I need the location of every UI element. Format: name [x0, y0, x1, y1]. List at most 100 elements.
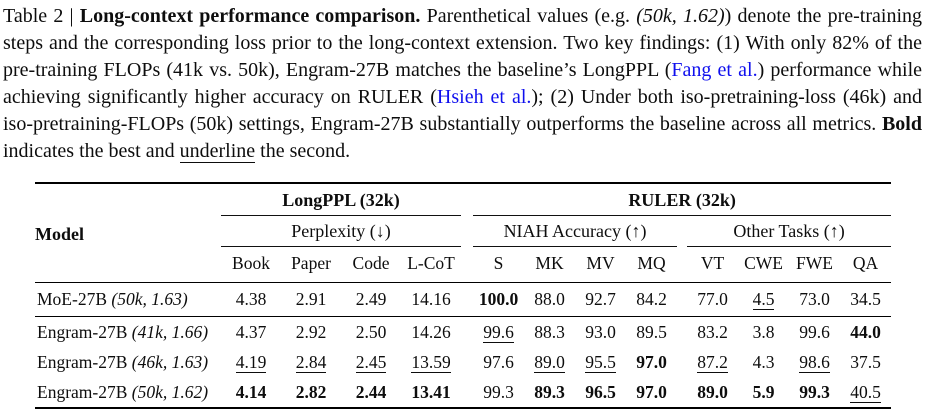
- column-header-paper: Paper: [281, 246, 341, 283]
- citation-link-fang[interactable]: Fang et al.: [671, 59, 758, 81]
- column-spacer: [461, 317, 473, 348]
- column-header-mv: MV: [575, 246, 627, 283]
- value-cell: 2.50: [355, 321, 387, 342]
- caption-body-3: ) performance while achieving significan…: [3, 59, 923, 108]
- group-header-longppl: LongPPL (32k): [221, 183, 462, 216]
- column-header-mq: MQ: [626, 246, 678, 283]
- column-spacer: [677, 216, 687, 247]
- subgroup-header-niah: NIAH Accuracy (↑): [473, 215, 678, 247]
- value-cell: 99.6: [483, 321, 514, 343]
- value-cell: 99.3: [799, 381, 830, 402]
- value-cell: 84.2: [626, 282, 678, 317]
- value-cell: 2.45: [355, 351, 387, 373]
- model-pretrain-note: (41k, 1.66): [127, 321, 209, 342]
- column-header-book: Book: [221, 246, 281, 283]
- value-cell: 99.3: [483, 381, 514, 402]
- model-pretrain-note: (50k, 1.62): [127, 381, 209, 402]
- value-cell: 4.19: [235, 351, 267, 373]
- value-cell: 4.5: [738, 282, 790, 317]
- column-spacer: [461, 347, 473, 377]
- value-cell: 40.5: [850, 381, 881, 403]
- subgroup-header-other-tasks: Other Tasks (↑): [687, 215, 892, 247]
- value-cell: 97.6: [483, 351, 514, 372]
- value-cell: 13.41: [411, 381, 451, 402]
- model-pretrain-note: (50k, 1.63): [107, 289, 188, 309]
- caption-body-5: indicates the best and: [3, 140, 180, 162]
- table-row: MoE-27B (50k, 1.63) 4.38 2.91 2.49 14.16 100.…: [35, 282, 892, 317]
- column-spacer: [461, 246, 474, 283]
- column-header-fwe: FWE: [789, 246, 841, 283]
- value-cell: 37.5: [850, 351, 881, 372]
- column-spacer: [677, 347, 687, 377]
- model-pretrain-note: (46k, 1.63): [127, 351, 209, 372]
- column-header-s: S: [473, 246, 525, 283]
- value-cell: 96.5: [585, 381, 616, 402]
- value-cell: 98.6: [799, 351, 830, 373]
- value-cell: 2.84: [295, 351, 327, 373]
- table-row: Engram-27B (46k, 1.63) 4.19 2.84 2.45 13.59 9…: [35, 347, 891, 377]
- value-cell: 4.14: [235, 381, 267, 402]
- value-cell: 89.0: [534, 351, 565, 373]
- value-cell: 4.38: [221, 282, 281, 317]
- value-cell: 13.59: [411, 351, 451, 373]
- column-header-cwe: CWE: [738, 246, 790, 283]
- caption-body-2: ) denote the pre-training steps and the …: [3, 5, 923, 81]
- value-cell: 2.49: [341, 282, 401, 317]
- column-spacer: [461, 377, 473, 408]
- subgroup-header-perplexity: Perplexity (↓): [221, 215, 462, 247]
- caption-bold-word: Bold: [881, 113, 922, 135]
- model-name: Engram-27B: [37, 351, 128, 372]
- model-name: Engram-27B: [37, 321, 128, 342]
- table-body: MoE-27B (50k, 1.63) 4.38 2.91 2.49 14.16 100.…: [35, 282, 892, 409]
- value-cell: 4.3: [752, 351, 775, 372]
- value-cell: 73.0: [789, 282, 841, 317]
- value-cell: 88.3: [534, 321, 565, 342]
- value-cell: 89.0: [697, 381, 728, 402]
- column-header-qa: QA: [840, 246, 892, 283]
- model-column-header: Model: [35, 183, 221, 283]
- value-cell: 89.5: [636, 321, 667, 342]
- column-header-vt: VT: [687, 246, 739, 283]
- table-caption: Table 2 | Long-context performance compa…: [0, 0, 925, 165]
- value-cell: 83.2: [697, 321, 728, 342]
- caption-prefix: Table 2 |: [3, 5, 80, 27]
- column-header-mk: MK: [524, 246, 576, 283]
- value-cell: 99.6: [799, 321, 830, 342]
- value-cell: 89.3: [534, 381, 565, 402]
- value-cell: 77.0: [687, 282, 739, 317]
- value-cell: 97.0: [636, 381, 667, 402]
- value-cell: 87.2: [697, 351, 728, 373]
- value-cell: 44.0: [850, 321, 881, 342]
- table-row: Engram-27B (50k, 1.62) 4.14 2.82 2.44 13.41 9…: [35, 377, 891, 408]
- value-cell: 4.37: [235, 321, 267, 342]
- caption-body-6: the second.: [255, 140, 351, 162]
- value-cell: 34.5: [840, 282, 892, 317]
- column-header-lcot: L-CoT: [401, 246, 462, 283]
- caption-example: (50k, 1.62): [636, 5, 725, 27]
- value-cell: 92.7: [575, 282, 627, 317]
- value-cell: 2.44: [355, 381, 387, 402]
- value-cell: 2.82: [295, 381, 327, 402]
- column-spacer: [677, 377, 687, 408]
- value-cell: 2.91: [281, 282, 341, 317]
- model-name: MoE-27B: [37, 289, 107, 309]
- caption-body-1: Parenthetical values (e.g.: [420, 5, 637, 27]
- value-cell: 3.8: [752, 321, 775, 342]
- column-spacer: [461, 183, 473, 216]
- column-spacer: [461, 282, 474, 317]
- value-cell: 93.0: [585, 321, 616, 342]
- value-cell: 5.9: [752, 381, 775, 402]
- column-spacer: [677, 282, 688, 317]
- column-spacer: [677, 246, 688, 283]
- value-cell: 97.0: [636, 351, 667, 372]
- citation-link-hsieh[interactable]: Hsieh et al.: [436, 86, 532, 108]
- model-cell: Engram-27B (50k, 1.62): [35, 377, 221, 408]
- model-cell: Engram-27B (46k, 1.63): [35, 347, 221, 377]
- column-spacer: [677, 317, 687, 348]
- value-cell: 95.5: [585, 351, 616, 373]
- group-header-ruler: RULER (32k): [473, 183, 892, 216]
- model-cell: MoE-27B (50k, 1.63): [35, 282, 221, 317]
- column-header-code: Code: [341, 246, 401, 283]
- model-cell: Engram-27B (41k, 1.66): [35, 317, 221, 348]
- caption-body-4: ); (2) Under both iso-pretraining-loss (…: [3, 86, 922, 135]
